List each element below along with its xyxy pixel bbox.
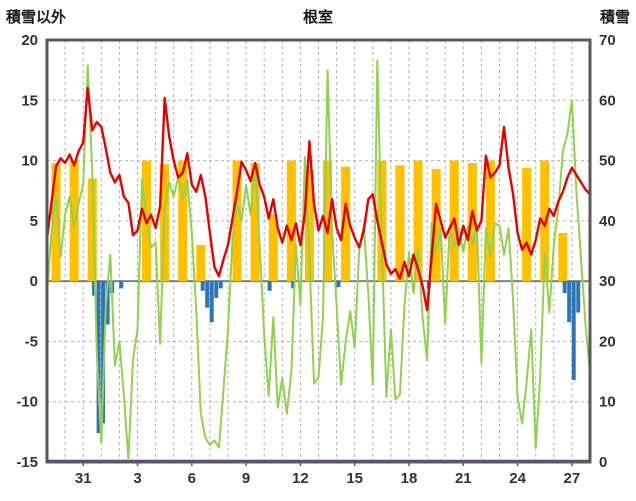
right-axis-title: 積雪 — [599, 9, 630, 26]
sunshine-bar — [558, 232, 568, 282]
precipitation-bar — [576, 281, 581, 313]
sunshine-bar — [304, 170, 314, 282]
precipitation-bar — [267, 281, 272, 291]
left-axis-tick-label: 10 — [21, 153, 38, 170]
plot-frame — [45, 38, 592, 464]
x-axis-tick-label: 18 — [401, 470, 418, 487]
left-axis-tick-label: -5 — [25, 333, 38, 350]
red-line-series — [45, 86, 592, 312]
precipitation-bar — [205, 281, 210, 308]
left-axis-tick-label: 20 — [21, 32, 38, 49]
x-axis-tick-label: 12 — [292, 470, 309, 487]
x-axis-tick-label: 24 — [509, 470, 526, 487]
right-axis-tick-label: 0 — [599, 454, 607, 471]
sunshine-bar — [485, 160, 495, 282]
precipitation-bar — [214, 281, 219, 299]
right-axis-tick-label: 10 — [599, 394, 616, 411]
precipitation-bar — [96, 281, 101, 434]
sunshine-bar — [250, 162, 260, 282]
sunshine-bar — [51, 162, 61, 282]
precipitation-bar — [562, 281, 567, 294]
sunshine-bar — [540, 160, 550, 282]
left-axis-tick-label: 5 — [30, 213, 38, 230]
sunshine-bar — [268, 214, 278, 282]
right-axis-tick-label: 50 — [599, 153, 616, 170]
left-axis-tick-label: 0 — [30, 273, 38, 290]
precipitation-bar — [119, 281, 124, 289]
sunshine-bar — [395, 165, 405, 282]
x-axis-tick-label: 6 — [188, 470, 196, 487]
precipitation-bar — [101, 281, 106, 424]
precipitation-bar — [336, 281, 341, 288]
precipitation-bar — [291, 281, 296, 289]
sunshine-bar — [323, 160, 333, 282]
x-axis-tick-label: 9 — [242, 470, 250, 487]
sunshine-bar — [467, 162, 477, 282]
right-axis-tick-label: 40 — [599, 213, 616, 230]
precipitation-bar — [105, 281, 110, 325]
sunshine-bar — [178, 160, 188, 282]
left-axis-tick-label: -15 — [16, 454, 38, 471]
sunshine-bar — [413, 160, 423, 282]
right-axis-tick-label: 60 — [599, 92, 616, 109]
precipitation-bar — [200, 281, 205, 291]
left-axis-tick-label: -10 — [16, 394, 38, 411]
precipitation-bar — [92, 281, 97, 296]
precipitation-bar — [567, 281, 572, 323]
sunshine-bar — [286, 160, 296, 282]
precipitation-bar — [209, 281, 214, 323]
green-line-series — [46, 59, 591, 461]
x-axis-tick-label: 31 — [75, 470, 92, 487]
right-axis-tick-label: 70 — [599, 32, 616, 49]
sunshine-bar — [87, 178, 97, 282]
sunshine-bar — [196, 244, 206, 282]
sunshine-bar — [341, 166, 351, 282]
chart-title: 根室 — [302, 9, 333, 26]
right-axis-tick-label: 30 — [599, 273, 616, 290]
x-axis-tick-label: 3 — [133, 470, 141, 487]
x-axis-tick-label: 27 — [564, 470, 581, 487]
left-axis-tick-label: 15 — [21, 92, 38, 109]
right-axis-tick-label: 20 — [599, 333, 616, 350]
x-axis-tick-label: 21 — [455, 470, 472, 487]
precipitation-bar — [571, 281, 576, 381]
sunshine-bar — [232, 160, 242, 282]
sunshine-bar — [431, 169, 441, 282]
left-axis-title: 積雪以外 — [6, 9, 67, 26]
sunshine-bar — [522, 167, 532, 282]
precipitation-bar — [218, 281, 223, 289]
x-axis-tick-label: 15 — [346, 470, 363, 487]
